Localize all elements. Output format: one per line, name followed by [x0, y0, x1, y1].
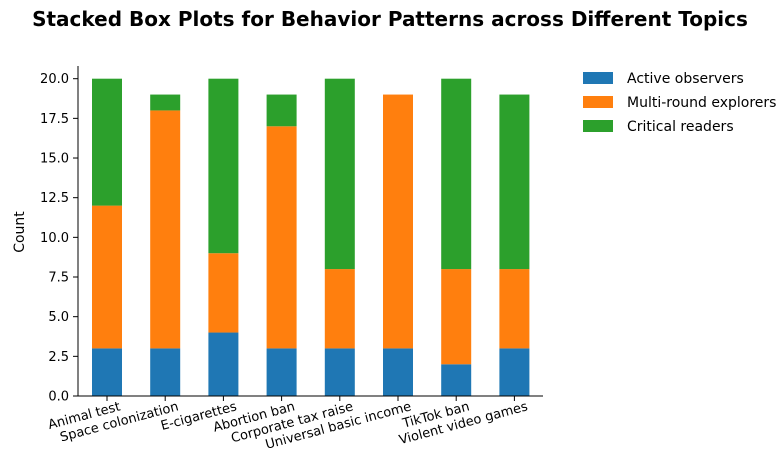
- legend-label-2: Multi-round explorers: [627, 95, 776, 111]
- bar-1-7: [441, 364, 471, 396]
- bar-1-2: [150, 348, 180, 396]
- bar-2-1: [92, 206, 122, 349]
- legend: Active observers Multi-round explorers Cri…: [583, 71, 776, 135]
- bar-2-2: [150, 110, 180, 348]
- bar-3-4: [267, 95, 297, 127]
- bar-1-5: [325, 348, 355, 396]
- bar-3-2: [150, 95, 180, 111]
- bar-2-6: [383, 95, 413, 349]
- bar-1-8: [499, 348, 529, 396]
- bar-2-5: [325, 269, 355, 348]
- bar-1-3: [208, 333, 238, 396]
- y-axis-label: Count: [12, 211, 28, 253]
- legend-label-1: Active observers: [627, 71, 744, 87]
- bar-3-7: [441, 79, 471, 269]
- y-tick-label: 15.0: [40, 152, 69, 167]
- bar-3-8: [499, 95, 529, 270]
- legend-swatch-2: [583, 96, 613, 108]
- y-tick-label: 10.0: [40, 231, 69, 246]
- bars-group: [92, 79, 529, 396]
- bar-3-5: [325, 79, 355, 269]
- bar-3-3: [208, 79, 238, 254]
- bar-3-1: [92, 79, 122, 206]
- legend-label-3: Critical readers: [627, 119, 734, 135]
- bar-1-6: [383, 348, 413, 396]
- bar-2-4: [267, 126, 297, 348]
- legend-swatch-3: [583, 120, 613, 132]
- y-tick-label: 17.5: [40, 112, 69, 127]
- y-tick-label: 7.5: [48, 271, 69, 286]
- bar-1-4: [267, 348, 297, 396]
- y-tick-label: 0.0: [48, 390, 69, 405]
- chart-title: Stacked Box Plots for Behavior Patterns …: [32, 7, 748, 31]
- bar-2-3: [208, 253, 238, 332]
- y-tick-label: 20.0: [40, 72, 69, 87]
- y-axis: 0.0 2.5 5.0 7.5 10.0 12.5 15.0 17.5 20.0: [40, 66, 78, 405]
- bar-2-7: [441, 269, 471, 364]
- y-tick-label: 2.5: [48, 350, 69, 365]
- bar-1-1: [92, 348, 122, 396]
- y-tick-label: 12.5: [40, 191, 69, 206]
- legend-swatch-1: [583, 72, 613, 84]
- y-tick-label: 5.0: [48, 310, 69, 325]
- bar-2-8: [499, 269, 529, 348]
